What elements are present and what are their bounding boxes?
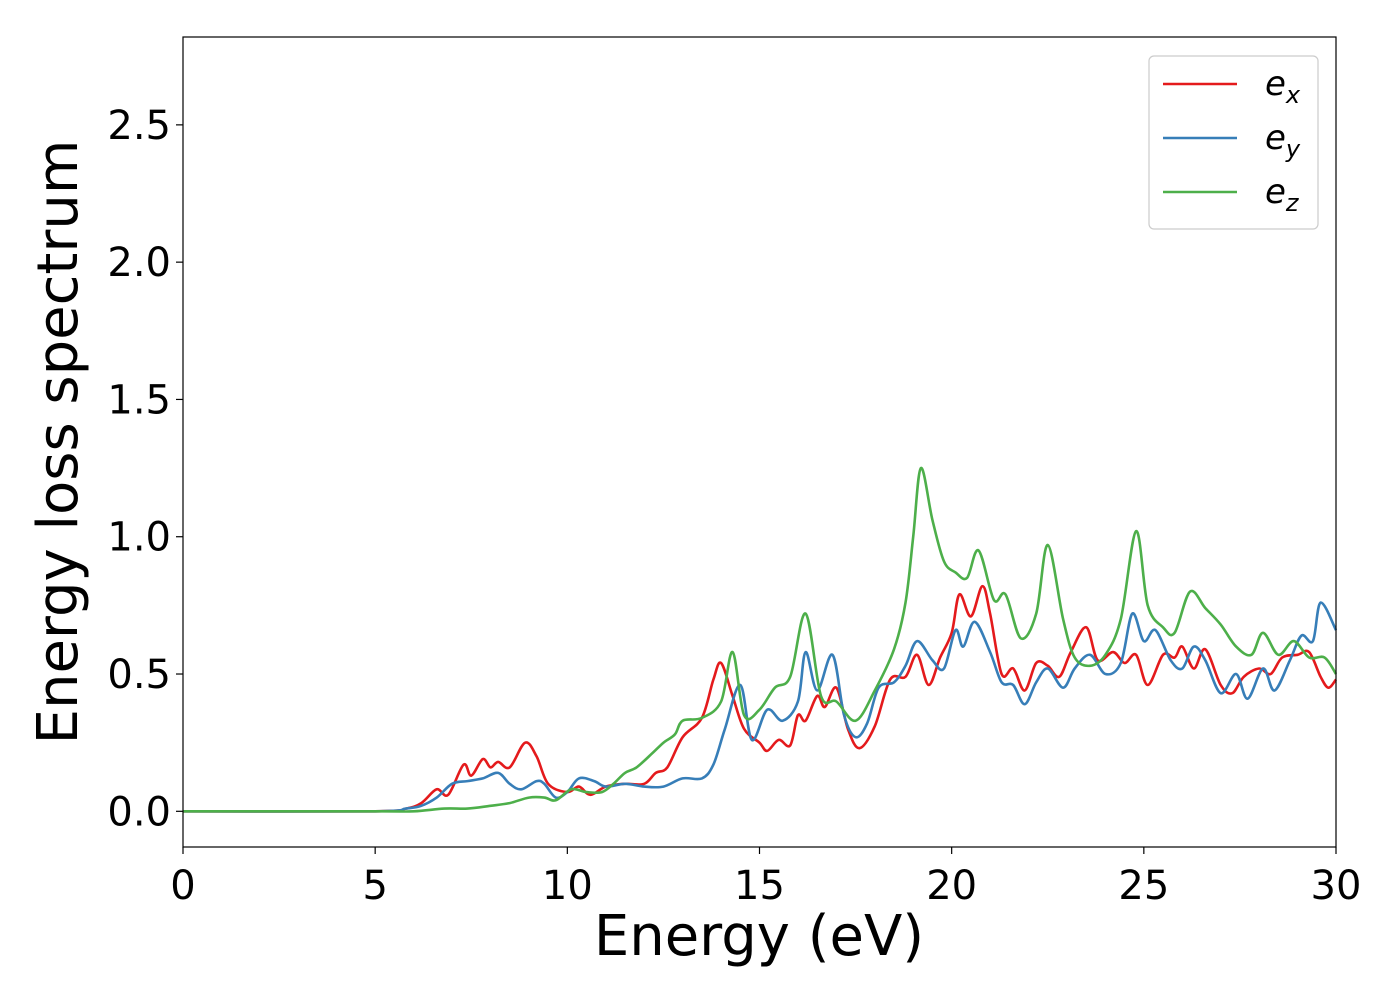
x-axis-title: Energy (eV) xyxy=(594,904,924,969)
legend-label-base: e xyxy=(1265,118,1286,158)
x-tick-label: 20 xyxy=(926,863,977,909)
y-axis: 0.0 0.5 1.0 1.5 2.0 2.5 xyxy=(107,103,183,835)
x-tick-label: 5 xyxy=(362,863,387,909)
x-tick-label: 10 xyxy=(542,863,593,909)
x-tick-label: 15 xyxy=(734,863,785,909)
y-axis-title: Energy loss spectrum xyxy=(26,140,91,745)
legend-label-base: e xyxy=(1265,64,1286,104)
plot-background xyxy=(183,37,1336,847)
legend-label-base: e xyxy=(1265,172,1286,212)
series-line-y xyxy=(182,601,1338,813)
y-tick-label: 0.0 xyxy=(107,789,171,835)
y-tick-label: 1.5 xyxy=(107,377,171,423)
x-tick-label: 25 xyxy=(1118,863,1169,909)
y-tick-label: 0.5 xyxy=(107,652,171,698)
series-line-z xyxy=(182,466,1338,813)
legend-box xyxy=(1148,55,1319,230)
x-axis: 0 5 10 15 20 25 30 xyxy=(170,847,1361,909)
legend-label-y: ey xyxy=(1265,118,1301,163)
legend-label-z: ez xyxy=(1265,172,1300,217)
y-tick-label: 2.0 xyxy=(107,240,171,286)
legend-label-x: ex xyxy=(1265,64,1301,109)
series-line-x xyxy=(182,584,1338,813)
x-tick-label: 30 xyxy=(1311,863,1362,909)
legend-label-subscript: z xyxy=(1285,189,1300,217)
x-tick-label: 0 xyxy=(170,863,195,909)
legend-label-subscript: y xyxy=(1285,135,1301,163)
y-tick-label: 2.5 xyxy=(107,103,171,149)
series-layer xyxy=(182,466,1338,813)
legend-label-subscript: x xyxy=(1285,81,1301,109)
y-tick-label: 1.0 xyxy=(107,515,171,561)
